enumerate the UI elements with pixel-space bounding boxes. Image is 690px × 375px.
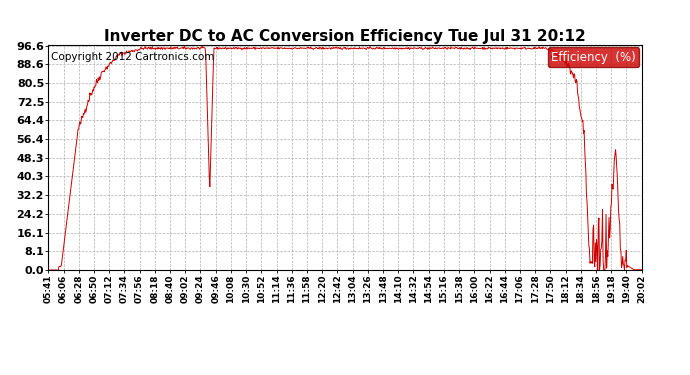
Title: Inverter DC to AC Conversion Efficiency Tue Jul 31 20:12: Inverter DC to AC Conversion Efficiency … bbox=[104, 29, 586, 44]
Text: Copyright 2012 Cartronics.com: Copyright 2012 Cartronics.com bbox=[51, 52, 215, 62]
Legend: Efficiency  (%): Efficiency (%) bbox=[547, 47, 640, 68]
